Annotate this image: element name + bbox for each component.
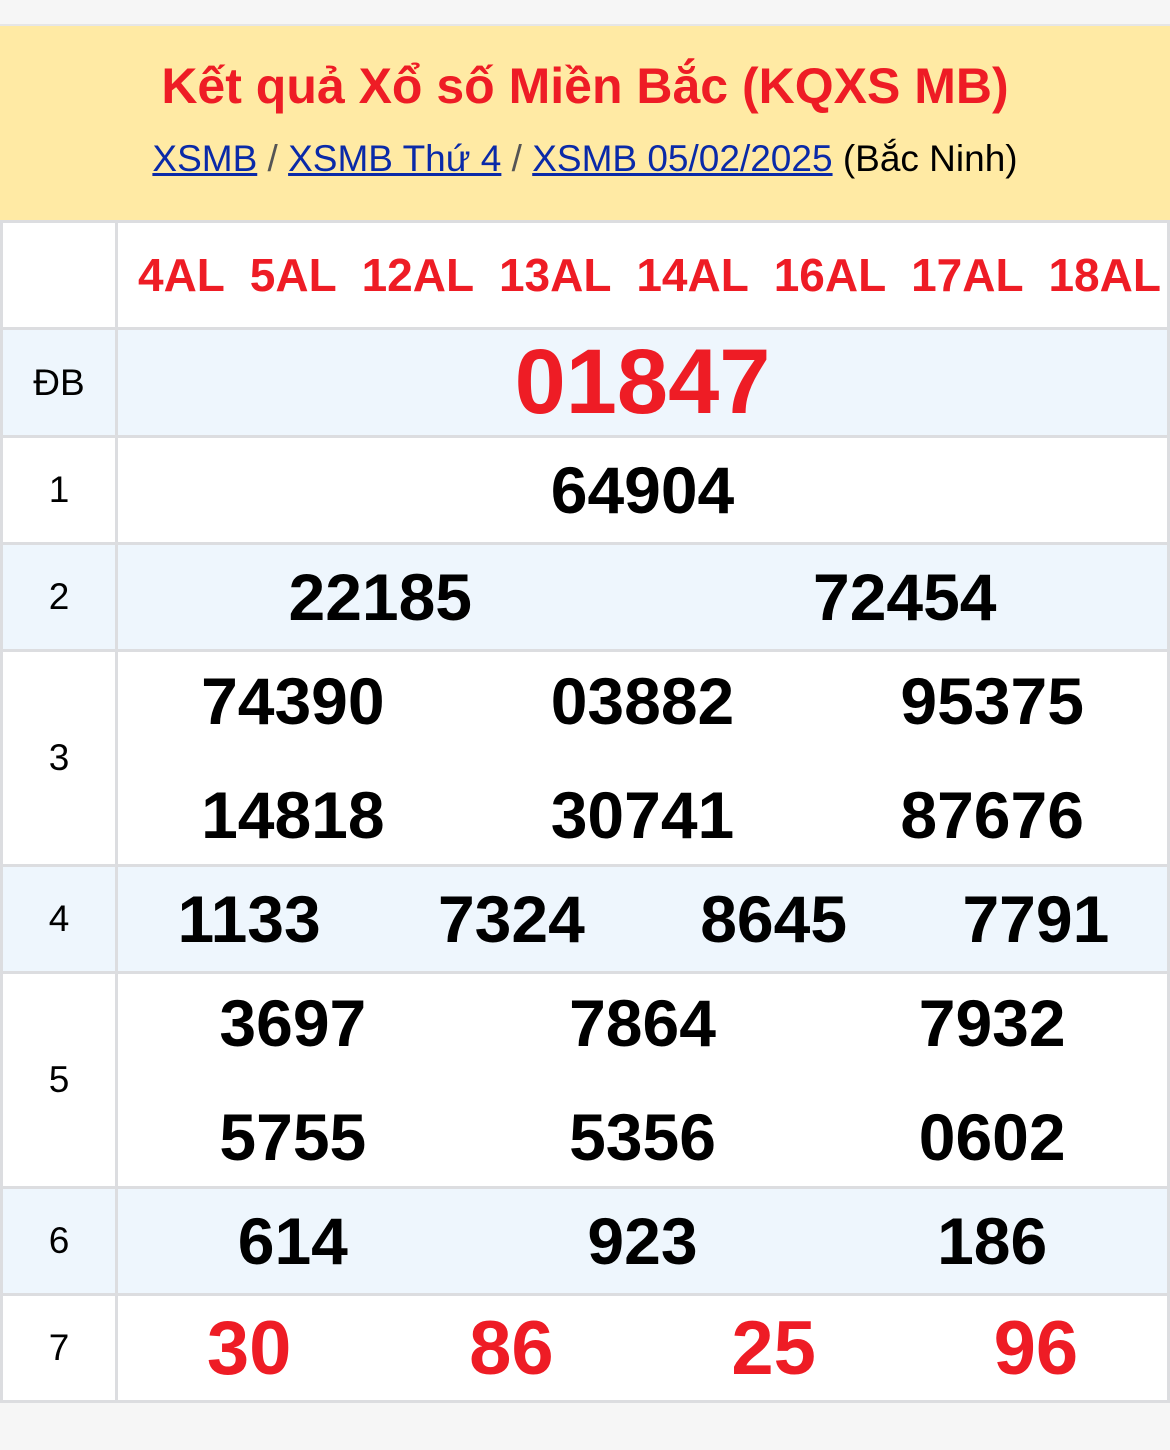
prize-number: 30 [206, 1305, 292, 1391]
prize-label: 7 [0, 1293, 118, 1403]
prize-row-4: 4 1133 7324 8645 7791 [0, 864, 1170, 974]
province-label: (Bắc Ninh) [842, 138, 1018, 179]
prize-label: 4 [0, 864, 118, 974]
prize-row-2: 2 22185 72454 [0, 542, 1170, 652]
draw-code: 5AL [249, 249, 337, 301]
results-table: 4AL 5AL 12AL 13AL 14AL 16AL 17AL 18AL ĐB… [0, 220, 1170, 1403]
prize-label: 3 [0, 649, 118, 867]
draw-code: 13AL [498, 249, 612, 301]
prize-row-1: 1 64904 [0, 435, 1170, 545]
prize-label: 6 [0, 1186, 118, 1296]
prize-row-6: 6 614 923 186 [0, 1186, 1170, 1296]
results-panel: Kết quả Xổ số Miền Bắc (KQXS MB) XSMB / … [0, 24, 1170, 1403]
draw-code: 14AL [636, 249, 749, 301]
breadcrumb-separator: / [267, 138, 278, 179]
draw-codes: 4AL 5AL 12AL 13AL 14AL 16AL 17AL 18AL [118, 248, 1167, 302]
prize-number: 614 [237, 1204, 348, 1278]
prize-number: 8645 [700, 882, 848, 956]
special-prize-number: 01847 [115, 327, 1170, 438]
prize-number: 72454 [812, 560, 997, 634]
prize-row-special: ĐB 01847 [0, 327, 1170, 438]
prize-number: 74390 [201, 664, 385, 738]
prize-label: 2 [0, 542, 118, 652]
breadcrumb-xsmb[interactable]: XSMB [152, 138, 258, 179]
prize-number: 22185 [288, 560, 473, 634]
prize-number: 95375 [900, 664, 1084, 738]
codes-row: 4AL 5AL 12AL 13AL 14AL 16AL 17AL 18AL [0, 220, 1170, 330]
prize-number: 7791 [962, 882, 1110, 956]
prize-number: 03882 [550, 664, 735, 738]
prize-number: 25 [731, 1305, 816, 1391]
draw-code: 17AL [911, 249, 1024, 301]
prize-number: 1133 [177, 882, 321, 956]
prize-number: 14818 [201, 778, 385, 852]
prize-number: 96 [993, 1305, 1079, 1391]
draw-code: 12AL [361, 249, 475, 301]
prize-label: ĐB [0, 327, 118, 438]
header: Kết quả Xổ số Miền Bắc (KQXS MB) XSMB / … [0, 24, 1170, 220]
prize-number: 86 [469, 1305, 554, 1391]
breadcrumb-xsmb-date[interactable]: XSMB 05/02/2025 [532, 138, 833, 179]
prize-number: 64904 [550, 453, 735, 527]
draw-code: 18AL [1048, 249, 1161, 301]
prize-label: 5 [0, 971, 118, 1189]
prize-label: 1 [0, 435, 118, 545]
breadcrumb-xsmb-thu-4[interactable]: XSMB Thứ 4 [288, 138, 502, 179]
prize-row-5: 5 3697 7864 7932 5755 5356 0602 [0, 971, 1170, 1189]
prize-number: 5356 [569, 1100, 716, 1174]
draw-code: 16AL [773, 249, 887, 301]
breadcrumb: XSMB / XSMB Thứ 4 / XSMB 05/02/2025 (Bắc… [0, 138, 1170, 180]
empty-cell [0, 220, 118, 330]
prize-row-7: 7 30 86 25 96 [0, 1293, 1170, 1403]
prize-number: 186 [937, 1204, 1048, 1278]
prize-number: 7932 [918, 986, 1066, 1060]
draw-code: 4AL [138, 249, 225, 301]
prize-number: 7864 [569, 986, 716, 1060]
prize-number: 7324 [437, 882, 585, 956]
prize-number: 0602 [918, 1100, 1066, 1174]
prize-number: 30741 [550, 778, 735, 852]
breadcrumb-separator: / [511, 138, 522, 179]
prize-number: 5755 [219, 1100, 367, 1174]
prize-number: 87676 [900, 778, 1084, 852]
prize-number: 923 [587, 1204, 698, 1278]
prize-row-3: 3 74390 03882 95375 14818 30741 87676 [0, 649, 1170, 867]
page-title: Kết quả Xổ số Miền Bắc (KQXS MB) [161, 58, 1009, 114]
prize-number: 3697 [219, 986, 367, 1060]
